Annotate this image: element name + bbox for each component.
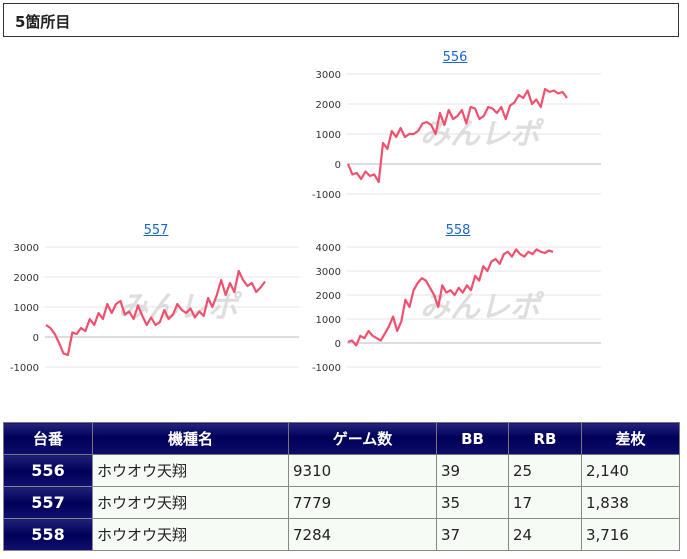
bb-cell: 37	[436, 518, 509, 551]
model-name-cell: ホウオウ天翔	[92, 454, 289, 487]
chart-title-link[interactable]: 558	[445, 223, 471, 238]
y-tick-label: 2000	[316, 291, 341, 302]
rb-cell: 24	[508, 518, 582, 551]
y-tick-label: 3000	[14, 243, 39, 254]
y-tick-label: 2000	[316, 100, 341, 111]
y-tick-label: 0	[335, 339, 341, 350]
machine-number-cell: 557	[3, 486, 93, 519]
machine-number-cell: 558	[3, 518, 93, 551]
diff-cell: 1,838	[581, 486, 680, 519]
chart-557: 557 3000 2000 1000 0 -1000 みんレポ	[3, 221, 303, 381]
table-row: 557 ホウオウ天翔 7779 35 17 1,838	[3, 486, 680, 519]
chart-svg: 3000 2000 1000 0 -1000 みんレポ	[312, 70, 601, 201]
header-bb: BB	[436, 422, 509, 455]
y-tick-label: -1000	[10, 363, 39, 374]
header-model-name: 機種名	[92, 422, 289, 455]
diff-cell: 2,140	[581, 454, 680, 487]
series-line	[346, 87, 568, 184]
y-tick-label: 3000	[316, 70, 341, 81]
y-tick-label: 0	[335, 160, 341, 171]
game-count-cell: 7284	[288, 518, 437, 551]
table-header-row: 台番 機種名 ゲーム数 BB RB 差枚	[3, 422, 680, 455]
chart-558: 558 4000 3000 2000 1000 0 -1000 みんレポ	[305, 221, 605, 381]
game-count-cell: 9310	[288, 454, 437, 487]
table-row: 556 ホウオウ天翔 9310 39 25 2,140	[3, 454, 680, 487]
y-tick-label: -1000	[312, 190, 341, 201]
y-tick-label: 0	[33, 333, 39, 344]
y-tick-label: -1000	[312, 363, 341, 374]
chart-556: 556 3000 2000 1000 0 -1000 みんレポ	[305, 48, 605, 208]
section-header: 5箇所目	[3, 3, 679, 37]
chart-title-link[interactable]: 557	[143, 223, 169, 238]
diff-cell: 3,716	[581, 518, 680, 551]
section-title: 5箇所目	[15, 13, 71, 31]
bb-cell: 35	[436, 486, 509, 519]
game-count-cell: 7779	[288, 486, 437, 519]
header-machine-number: 台番	[3, 422, 93, 455]
y-tick-label: 3000	[316, 267, 341, 278]
y-tick-label: 1000	[316, 315, 341, 326]
data-table: 台番 機種名 ゲーム数 BB RB 差枚 556 ホウオウ天翔 9310 39 …	[3, 422, 680, 551]
y-tick-label: 1000	[316, 130, 341, 141]
rb-cell: 25	[508, 454, 582, 487]
y-tick-label: 1000	[14, 303, 39, 314]
y-tick-label: 4000	[316, 243, 341, 254]
header-diff: 差枚	[581, 422, 680, 455]
model-name-cell: ホウオウ天翔	[92, 518, 289, 551]
bb-cell: 39	[436, 454, 509, 487]
table-row: 558 ホウオウ天翔 7284 37 24 3,716	[3, 518, 680, 551]
machine-number-cell: 556	[3, 454, 93, 487]
header-rb: RB	[508, 422, 582, 455]
chart-title-link[interactable]: 556	[442, 50, 468, 65]
series-line	[347, 248, 554, 347]
header-game-count: ゲーム数	[288, 422, 437, 455]
series-line	[45, 269, 266, 357]
watermark-logo: みんレポ	[420, 117, 545, 152]
y-tick-label: 2000	[14, 273, 39, 284]
rb-cell: 17	[508, 486, 582, 519]
model-name-cell: ホウオウ天翔	[92, 486, 289, 519]
